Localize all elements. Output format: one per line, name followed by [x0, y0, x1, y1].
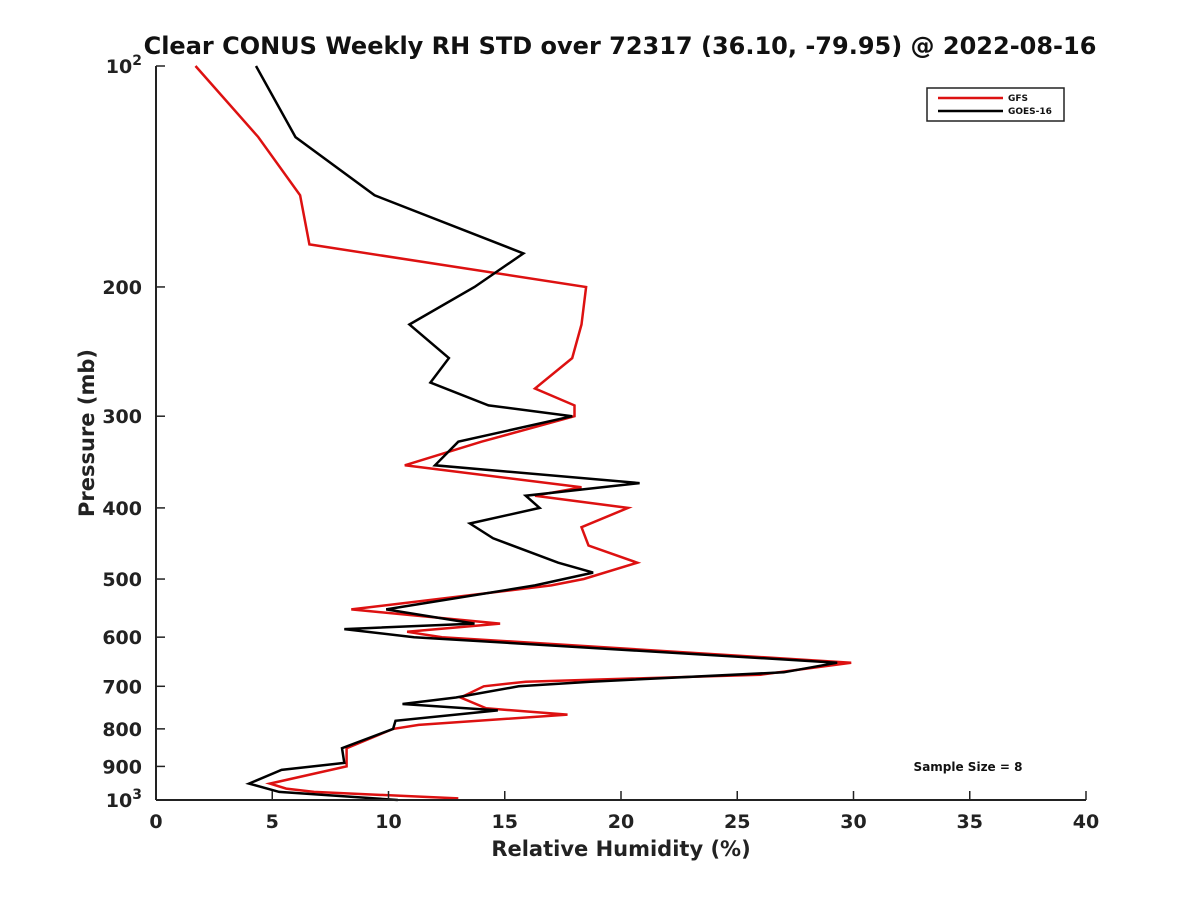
- x-tick-label: 20: [608, 811, 634, 833]
- y-tick-label: 200: [102, 277, 142, 299]
- x-tick-label: 15: [492, 811, 518, 833]
- legend-label-goes16: GOES-16: [1008, 107, 1052, 117]
- x-tick-label: 30: [840, 811, 866, 833]
- chart-title: Clear CONUS Weekly RH STD over 72317 (36…: [144, 32, 1097, 60]
- y-ticks: 102 200 300 400 500 600 700 800 900 103: [102, 53, 165, 812]
- x-tick-label: 5: [266, 811, 279, 833]
- series-line-gfs: [194, 65, 852, 800]
- y-tick-label: 500: [102, 569, 142, 591]
- y-tick-label: 600: [102, 627, 142, 649]
- y-tick-label: 102: [106, 53, 142, 78]
- x-tick-label: 40: [1073, 811, 1099, 833]
- plot-lines: [194, 65, 852, 802]
- y-tick-label: 800: [102, 719, 142, 741]
- y-tick-label: 103: [106, 787, 142, 812]
- x-tick-label: 0: [149, 811, 162, 833]
- y-tick-label: 900: [102, 756, 142, 778]
- x-axis-label: Relative Humidity (%): [491, 837, 750, 861]
- x-ticks: 0 5 10 15 20 25 30 35 40: [149, 791, 1099, 833]
- legend-label-gfs: GFS: [1008, 94, 1028, 104]
- y-axis-label: Pressure (mb): [75, 349, 99, 517]
- y-tick-label: 400: [102, 498, 142, 520]
- y-tick-label: 700: [102, 676, 142, 698]
- series-line-goes16: [245, 65, 838, 802]
- y-tick-label: 300: [102, 406, 142, 428]
- x-tick-label: 25: [724, 811, 750, 833]
- legend: GFS GOES-16: [926, 87, 1065, 122]
- sample-size-annotation: Sample Size = 8: [914, 760, 1023, 774]
- x-tick-label: 35: [957, 811, 983, 833]
- legend-box: [926, 87, 1065, 122]
- x-tick-label: 10: [375, 811, 401, 833]
